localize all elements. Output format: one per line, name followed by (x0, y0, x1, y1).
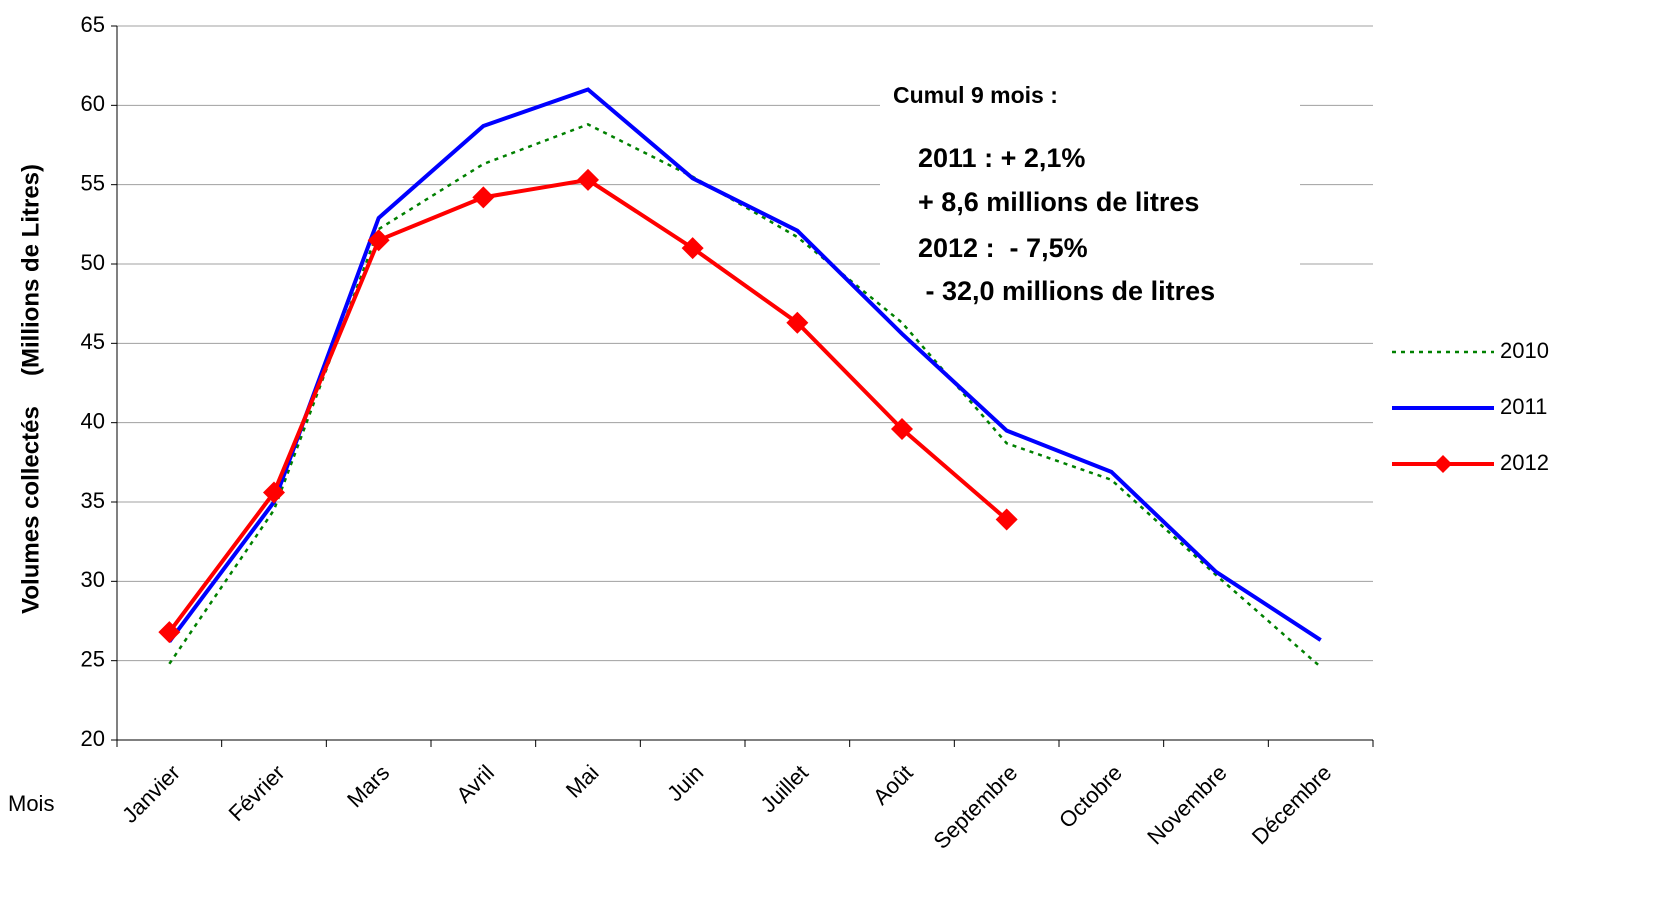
y-tick-label: 45 (81, 329, 105, 354)
x-tick-label: Février (224, 760, 290, 826)
x-axis-title: Mois (8, 791, 54, 816)
annotation: Cumul 9 mois : (893, 82, 1058, 108)
annotation: 2011 : + 2,1% (918, 143, 1085, 173)
x-tick-label: Juillet (756, 760, 813, 817)
y-tick-label: 30 (81, 567, 105, 592)
y-tick-label: 40 (81, 408, 105, 433)
point-marker (367, 229, 390, 252)
legend-label: 2010 (1500, 338, 1549, 363)
x-tick-label: Mai (561, 760, 604, 803)
annotation: + 8,6 millions de litres (918, 187, 1199, 217)
y-tick-label: 55 (81, 170, 105, 195)
point-marker (263, 481, 285, 504)
point-marker (472, 186, 495, 209)
y-tick-label: 25 (81, 646, 105, 671)
point-marker (158, 621, 181, 644)
point-marker (681, 237, 704, 260)
x-tick-label: Mars (342, 760, 394, 812)
y-tick-label: 65 (81, 12, 105, 37)
x-tick-label: Septembre (929, 760, 1023, 854)
legend-label: 2012 (1500, 450, 1549, 475)
x-tick-label: Novembre (1142, 760, 1231, 849)
y-axis-title: Volumes collectés (17, 406, 44, 614)
x-tick-label: Janvier (117, 760, 185, 828)
annotation-box (880, 74, 1300, 318)
y-axis-title: (Millions de Litres) (17, 164, 44, 376)
x-tick-label: Juin (662, 760, 708, 806)
y-tick-label: 60 (81, 91, 105, 116)
x-tick-label: Décembre (1247, 760, 1336, 849)
legend-label: 2011 (1500, 394, 1547, 419)
point-marker (891, 418, 913, 441)
y-tick-label: 20 (81, 726, 105, 751)
x-tick-label: Août (868, 760, 918, 810)
series-line (168, 123, 1322, 668)
y-tick-label: 35 (81, 488, 105, 513)
series-line (167, 87, 1322, 643)
legend-marker (1434, 455, 1452, 473)
annotation: 2012 : - 7,5% (918, 233, 1088, 263)
point-marker (786, 311, 809, 334)
annotation: - 32,0 millions de litres (918, 276, 1215, 306)
point-marker (577, 168, 599, 191)
point-marker (995, 508, 1018, 531)
x-tick-label: Octobre (1054, 760, 1127, 833)
y-tick-label: 50 (81, 250, 105, 275)
x-tick-label: Avril (451, 760, 499, 808)
